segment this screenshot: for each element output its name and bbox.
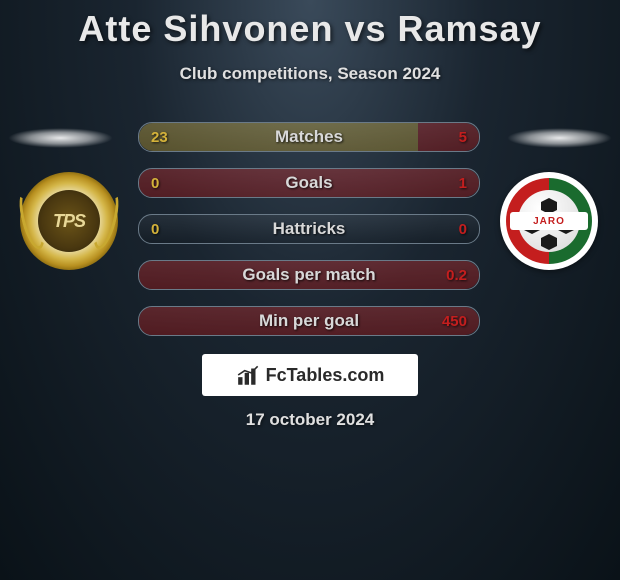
brand-chart-icon — [236, 364, 262, 386]
stat-row: 01Goals — [138, 168, 480, 198]
team-logo-right: JARO — [500, 172, 598, 270]
stat-row: 00Hattricks — [138, 214, 480, 244]
date-text: 17 october 2024 — [0, 410, 620, 430]
stat-label: Matches — [139, 127, 479, 147]
stats-container: 235Matches 01Goals 00Hattricks 0.2Goals per… — [138, 122, 480, 352]
shadow-right — [507, 128, 612, 148]
stat-row: 0.2Goals per match — [138, 260, 480, 290]
team-logo-left: TPS — [20, 172, 118, 270]
brand-badge: FcTables.com — [202, 354, 418, 396]
stat-label: Min per goal — [139, 311, 479, 331]
team-right-text: JARO — [510, 212, 588, 230]
stat-row: 235Matches — [138, 122, 480, 152]
brand-text: FcTables.com — [266, 365, 385, 386]
page-title: Atte Sihvonen vs Ramsay — [0, 0, 620, 50]
subtitle: Club competitions, Season 2024 — [0, 64, 620, 84]
stat-row: 450Min per goal — [138, 306, 480, 336]
team-left-abbrev: TPS — [53, 211, 85, 232]
stat-label: Hattricks — [139, 219, 479, 239]
stat-label: Goals per match — [139, 265, 479, 285]
shadow-left — [8, 128, 113, 148]
stat-label: Goals — [139, 173, 479, 193]
